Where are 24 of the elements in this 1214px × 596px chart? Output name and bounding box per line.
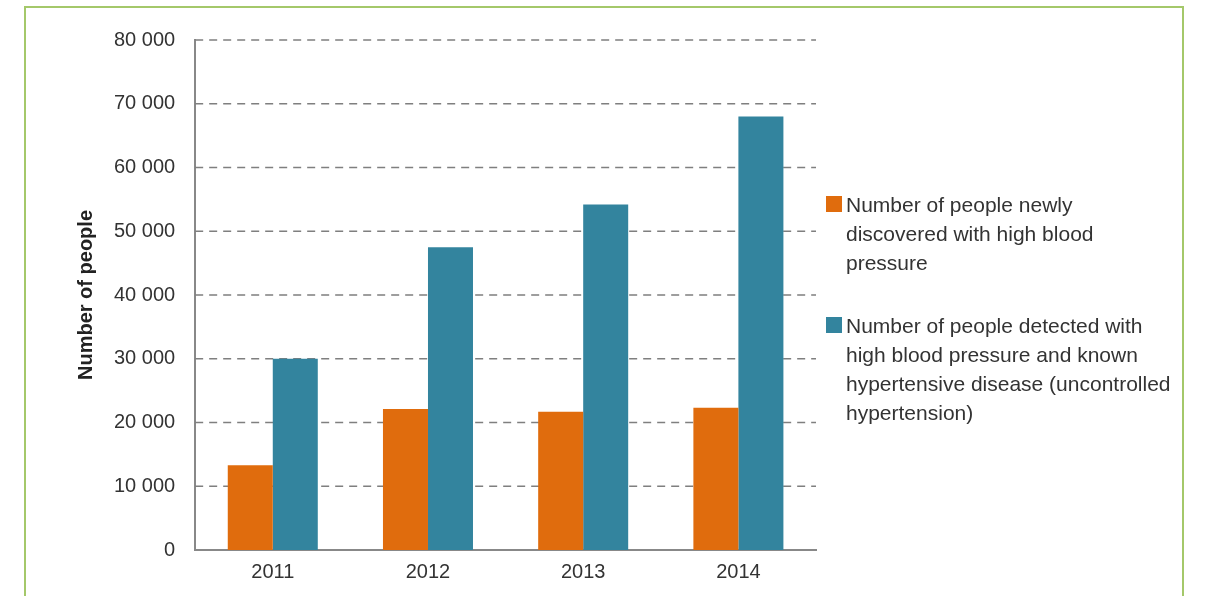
bar [583, 204, 629, 550]
bar [427, 247, 473, 550]
x-tick-label: 2014 [716, 559, 761, 582]
bar [693, 407, 739, 550]
bar [382, 409, 428, 550]
x-tick-label: 2012 [405, 559, 451, 582]
y-axis-title: Number of people [73, 209, 96, 381]
y-tick-label: 30 000 [114, 346, 176, 369]
y-tick-label: 40 000 [114, 282, 176, 305]
y-tick-label: 20 000 [114, 410, 176, 433]
legend-label: Number of people detected with high blood pressure and known hypertensive disease (uncontrolled hypertension) [846, 313, 1172, 426]
y-tick-label: 50 000 [114, 218, 176, 241]
bar [538, 411, 584, 550]
y-tick-label: 70 000 [114, 91, 176, 114]
bar [272, 358, 318, 550]
y-tick-label: 10 000 [114, 473, 176, 496]
bar [227, 465, 273, 550]
x-tick-label: 2011 [251, 559, 295, 582]
y-tick-label: 60 000 [114, 155, 176, 178]
legend-label: Number of people newly discovered with high blood pressure [846, 192, 1095, 276]
y-tick-label: 80 000 [114, 27, 176, 50]
bar [738, 116, 784, 550]
y-tick-label: 0 [164, 537, 176, 560]
x-tick-label: 2013 [560, 559, 606, 582]
